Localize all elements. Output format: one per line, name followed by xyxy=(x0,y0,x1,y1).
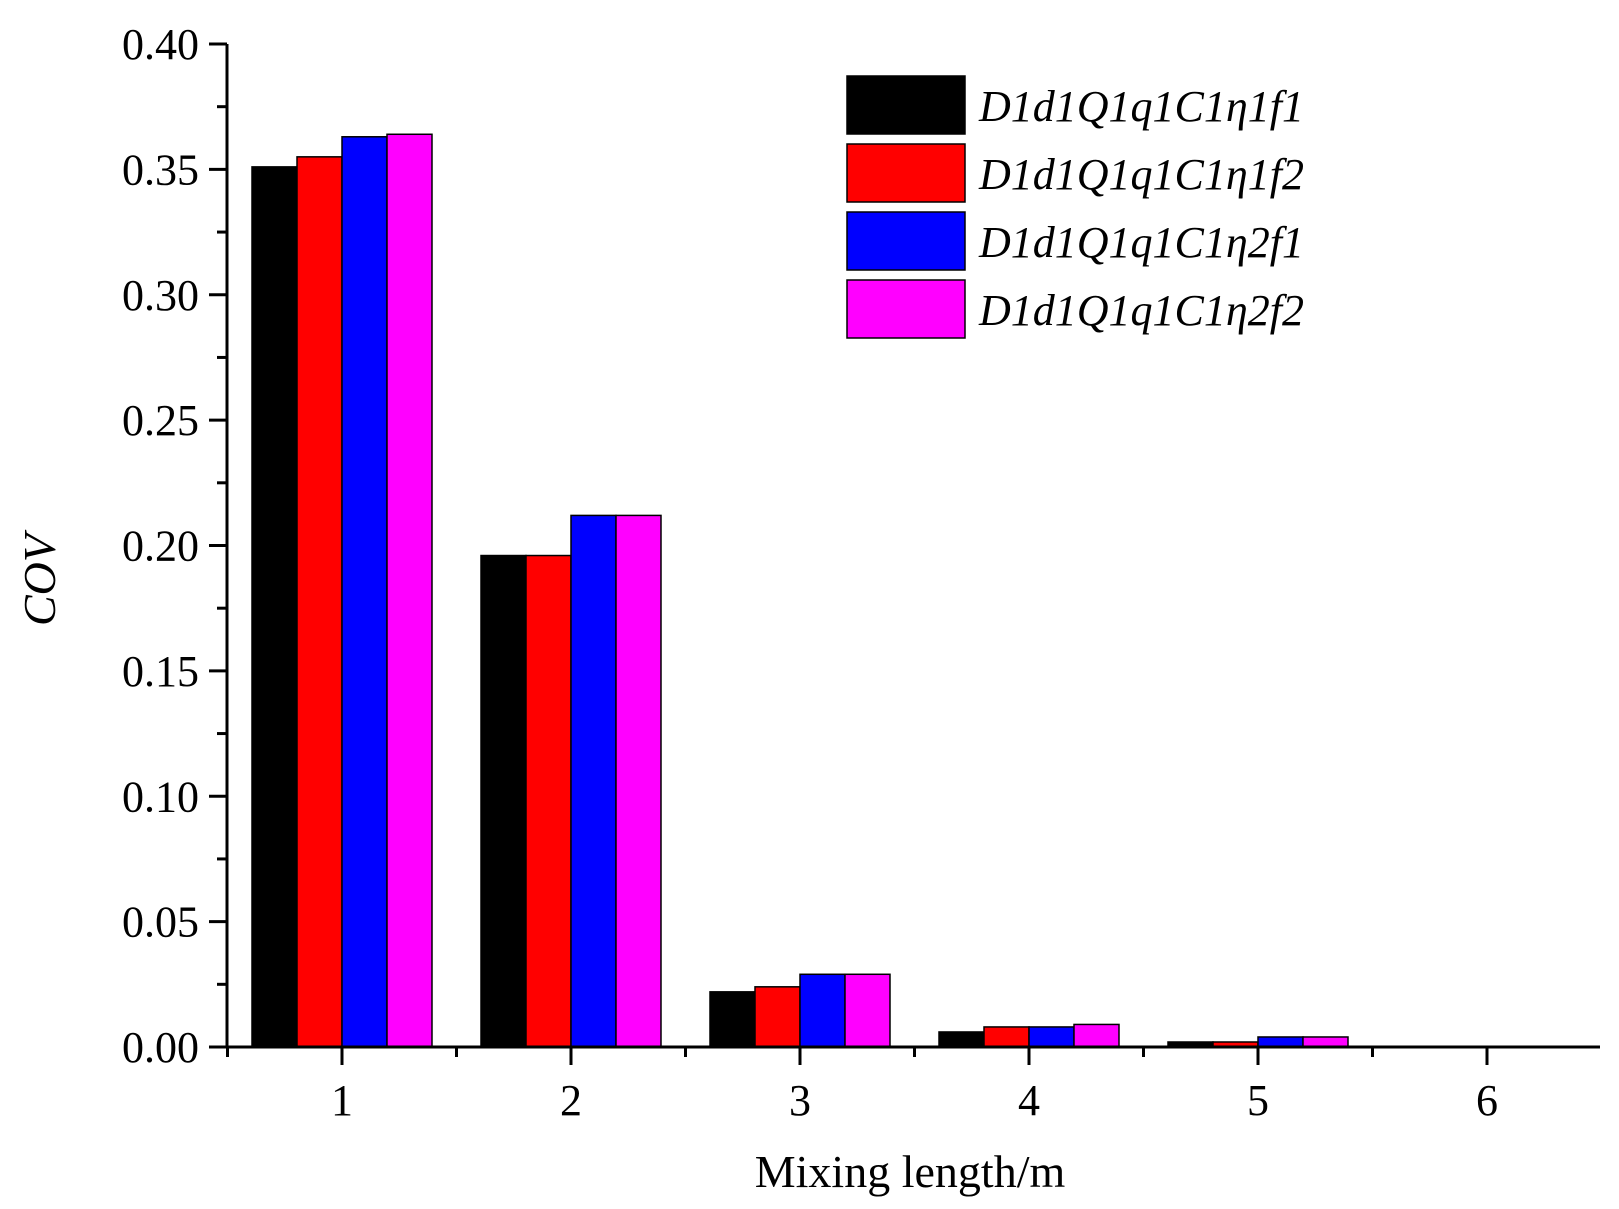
x-tick-label: 2 xyxy=(560,1076,582,1125)
x-tick-label: 4 xyxy=(1018,1076,1040,1125)
y-axis-title: COV xyxy=(14,529,65,626)
y-tick-label: 0.05 xyxy=(122,898,199,947)
bar-1-4 xyxy=(938,1031,985,1048)
legend-swatch-2 xyxy=(846,143,966,203)
bar-3-1 xyxy=(341,136,388,1048)
y-tick-label: 0.30 xyxy=(122,271,199,320)
axes-group: 0.00 0.05 0.10 0.15 0.20 0.25 0.30 0.35 0.40 1 2 3 4… xyxy=(122,20,1600,1125)
bar-4-3 xyxy=(844,973,891,1048)
legend: D1d1Q1q1C1η1f1 D1d1Q1q1C1η1f2 D1d1Q1q1C1η2… xyxy=(846,75,1304,339)
bar-4-5 xyxy=(1302,1036,1349,1048)
y-tick-label: 0.15 xyxy=(122,647,199,696)
x-tick-label: 1 xyxy=(331,1076,353,1125)
bar-2-3 xyxy=(754,986,801,1048)
bar-1-2 xyxy=(480,554,527,1048)
legend-label-1: D1d1Q1q1C1η1f1 xyxy=(978,82,1304,131)
y-tick-label: 0.10 xyxy=(122,772,199,821)
x-tick-label: 3 xyxy=(789,1076,811,1125)
x-tick-label: 6 xyxy=(1476,1076,1498,1125)
legend-swatch-3 xyxy=(846,211,966,271)
bar-2-4 xyxy=(983,1026,1030,1048)
bar-3-4 xyxy=(1028,1026,1075,1048)
bar-3-3 xyxy=(799,973,846,1048)
x-axis-title: Mixing length/m xyxy=(755,1146,1066,1197)
y-tick-label: 0.25 xyxy=(122,396,199,445)
bar-3-2 xyxy=(570,514,617,1048)
bar-4-1 xyxy=(386,133,433,1048)
legend-label-2: D1d1Q1q1C1η1f2 xyxy=(978,150,1304,199)
bar-2-2 xyxy=(525,554,572,1048)
y-tick-label: 0.40 xyxy=(122,20,199,69)
legend-swatch-4 xyxy=(846,279,966,339)
y-tick-label: 0.20 xyxy=(122,522,199,571)
legend-label-4: D1d1Q1q1C1η2f2 xyxy=(978,286,1304,335)
bar-4-2 xyxy=(615,514,662,1048)
bar-3-5 xyxy=(1257,1036,1304,1048)
bar-4-4 xyxy=(1073,1023,1120,1048)
bars-group xyxy=(251,133,1349,1048)
legend-swatch-1 xyxy=(846,75,966,135)
y-tick-label: 0.35 xyxy=(122,145,199,194)
bar-1-1 xyxy=(251,166,298,1048)
x-tick-label: 5 xyxy=(1247,1076,1269,1125)
y-tick-label: 0.00 xyxy=(122,1023,199,1072)
bar-2-1 xyxy=(296,156,343,1048)
bar-1-3 xyxy=(709,991,756,1048)
legend-label-3: D1d1Q1q1C1η2f1 xyxy=(978,218,1304,267)
